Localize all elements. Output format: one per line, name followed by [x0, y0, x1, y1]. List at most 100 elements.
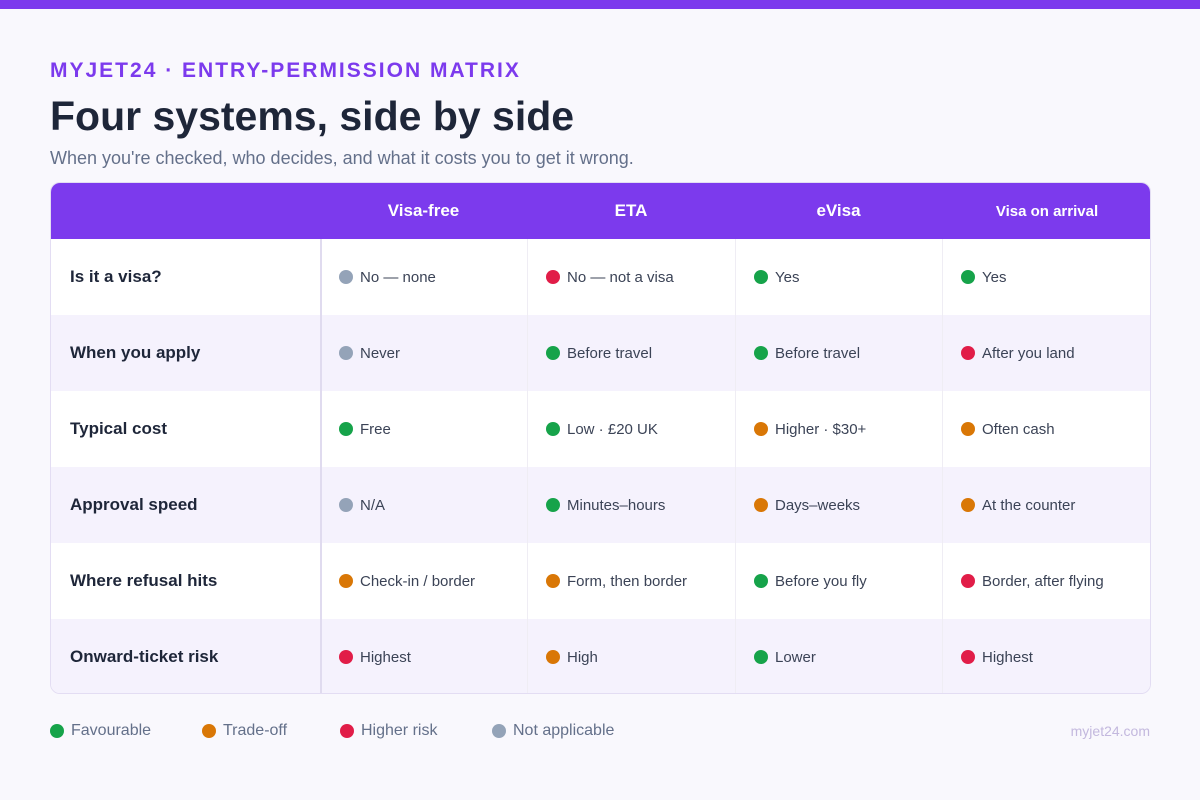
status-dot-icon — [546, 650, 560, 664]
matrix-cell: Yes — [754, 239, 799, 315]
matrix-cell: Free — [339, 391, 391, 467]
status-dot-icon — [339, 270, 353, 284]
legend-label: Favourable — [71, 722, 152, 739]
status-dot-icon — [754, 574, 768, 588]
column-header-eta: ETA — [614, 201, 648, 220]
status-dot-icon — [546, 498, 560, 512]
matrix-row: When you apply Never Before travel Before t… — [51, 315, 1150, 391]
page-subtitle: When you're checked, who decides, and wh… — [50, 148, 634, 168]
status-dot-icon — [961, 650, 975, 664]
matrix-cell: Low · £20 UK — [546, 391, 658, 467]
column-header-visa-free: Visa-free — [387, 201, 460, 220]
status-dot-icon — [339, 498, 353, 512]
status-dot-icon — [961, 498, 975, 512]
legend-dot-icon — [340, 724, 354, 738]
legend-label: Not applicable — [513, 722, 615, 739]
row-label: Is it a visa? — [70, 267, 162, 286]
top-accent-bar — [0, 0, 1200, 9]
matrix-row: Typical cost Free Low · £20 UK Higher · $30… — [51, 391, 1150, 467]
label-column-divider — [320, 239, 322, 693]
column-divider — [942, 239, 943, 693]
status-dot-icon — [961, 574, 975, 588]
column-header-visa-on-arrival: Visa on arrival — [995, 202, 1099, 220]
cell-text: N/A — [360, 496, 386, 514]
matrix-cell: At the counter — [961, 467, 1075, 543]
column-divider — [735, 239, 736, 693]
legend-dot-icon — [492, 724, 506, 738]
legend-item: Higher risk — [340, 721, 437, 741]
status-dot-icon — [546, 346, 560, 360]
matrix-cell: No — none — [339, 239, 436, 315]
status-dot-icon — [754, 270, 768, 284]
cell-text: Highest — [982, 648, 1033, 666]
matrix-header-row: Visa-free ETA eVisa Visa on arrival — [51, 183, 1150, 239]
cell-text: Before you fly — [775, 572, 867, 590]
legend-label: Trade-off — [223, 722, 288, 739]
cell-text: Days–weeks — [775, 496, 861, 514]
cell-text: Higher · $30+ — [775, 420, 867, 438]
status-dot-icon — [754, 422, 768, 436]
status-dot-icon — [339, 422, 353, 436]
matrix-row: Approval speed N/A Minutes–hours Days–weeks… — [51, 467, 1150, 543]
matrix-cell: Check-in / border — [339, 543, 475, 619]
status-dot-icon — [546, 422, 560, 436]
legend-item: Trade-off — [202, 721, 287, 741]
status-dot-icon — [546, 574, 560, 588]
matrix-cell: No — not a visa — [546, 239, 674, 315]
matrix-cell: After you land — [961, 315, 1075, 391]
matrix-cell: Higher · $30+ — [754, 391, 866, 467]
cell-text: Minutes–hours — [567, 496, 666, 514]
legend-dot-icon — [50, 724, 64, 738]
legend-item: Not applicable — [492, 721, 614, 741]
matrix-cell: Never — [339, 315, 400, 391]
cell-text: Border, after flying — [982, 572, 1104, 590]
matrix-cell: Form, then border — [546, 543, 687, 619]
cell-text: No — none — [360, 268, 436, 286]
cell-text: High — [567, 648, 598, 666]
cell-text: Form, then border — [567, 572, 688, 590]
status-dot-icon — [754, 650, 768, 664]
column-divider — [527, 239, 528, 693]
matrix-cell: Often cash — [961, 391, 1055, 467]
matrix-cell: Before you fly — [754, 543, 867, 619]
matrix-row: Is it a visa? No — none No — not a visa Yes… — [51, 239, 1150, 315]
cell-text: Yes — [775, 268, 800, 286]
cell-text: Often cash — [982, 420, 1055, 438]
status-dot-icon — [961, 346, 975, 360]
cell-text: Before travel — [567, 344, 653, 362]
matrix-cell: Yes — [961, 239, 1006, 315]
cell-text: Low · £20 UK — [567, 420, 658, 438]
matrix-cell: Border, after flying — [961, 543, 1104, 619]
status-dot-icon — [339, 346, 353, 360]
brand-kicker: MYJET24 · ENTRY-PERMISSION MATRIX — [50, 59, 521, 82]
status-dot-icon — [754, 346, 768, 360]
row-label: When you apply — [70, 343, 201, 362]
matrix-cell: Days–weeks — [754, 467, 860, 543]
row-label: Approval speed — [70, 495, 198, 514]
matrix-cell: High — [546, 619, 598, 693]
legend-item: Favourable — [50, 721, 151, 741]
cell-text: Highest — [360, 648, 411, 666]
matrix-cell: Before travel — [754, 315, 860, 391]
cell-text: Free — [360, 420, 391, 438]
cell-text: Never — [360, 344, 401, 362]
cell-text: Lower — [775, 648, 816, 666]
footer-site-link[interactable]: myjet24.com — [1070, 723, 1150, 739]
row-label: Where refusal hits — [70, 571, 218, 590]
legend-label: Higher risk — [361, 722, 438, 739]
status-dot-icon — [339, 650, 353, 664]
cell-text: At the counter — [982, 496, 1076, 514]
matrix-cell: Minutes–hours — [546, 467, 665, 543]
row-label: Typical cost — [70, 419, 167, 438]
column-header-evisa: eVisa — [816, 201, 861, 220]
matrix-cell: Before travel — [546, 315, 652, 391]
cell-text: Before travel — [775, 344, 861, 362]
matrix-cell: Highest — [961, 619, 1033, 693]
legend-dot-icon — [202, 724, 216, 738]
cell-text: No — not a visa — [567, 268, 674, 286]
status-dot-icon — [961, 422, 975, 436]
status-dot-icon — [546, 270, 560, 284]
matrix-row: Where refusal hits Check-in / border Form,… — [51, 543, 1150, 619]
cell-text: Check-in / border — [360, 572, 476, 590]
matrix-cell: Lower — [754, 619, 816, 693]
